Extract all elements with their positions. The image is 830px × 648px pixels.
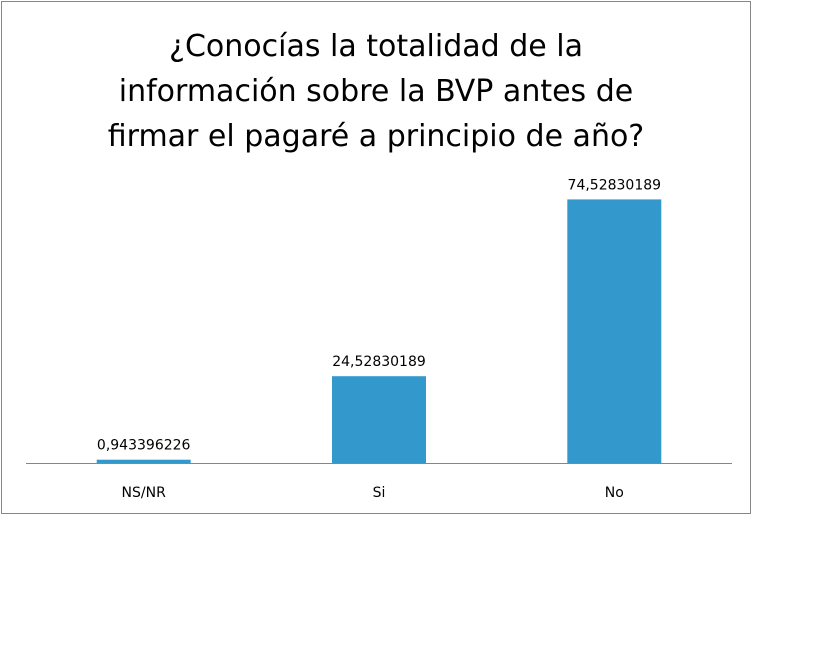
chart-title-line: información sobre la BVP antes de <box>118 74 634 109</box>
bar-ns-nr <box>96 459 191 463</box>
data-label: 0,943396226 <box>97 438 191 454</box>
chart-title-line: ¿Conocías la totalidad de la <box>169 29 583 64</box>
bar-no <box>567 199 662 463</box>
category-label: No <box>605 485 624 501</box>
bar-si <box>332 376 426 463</box>
category-label: NS/NR <box>122 485 167 501</box>
chart-title-line: firmar el pagaré a principio de año? <box>107 119 645 154</box>
chart-title: ¿Conocías la totalidad de la información… <box>2 24 750 159</box>
bar-chart-plot: 0,943396226 NS/NR 24,52830189 Si 74,52830189… <box>26 177 732 501</box>
data-label: 24,52830189 <box>332 354 426 370</box>
data-label: 74,52830189 <box>568 177 662 193</box>
chart-frame: ¿Conocías la totalidad de la información… <box>1 1 751 514</box>
category-label: Si <box>373 485 386 501</box>
